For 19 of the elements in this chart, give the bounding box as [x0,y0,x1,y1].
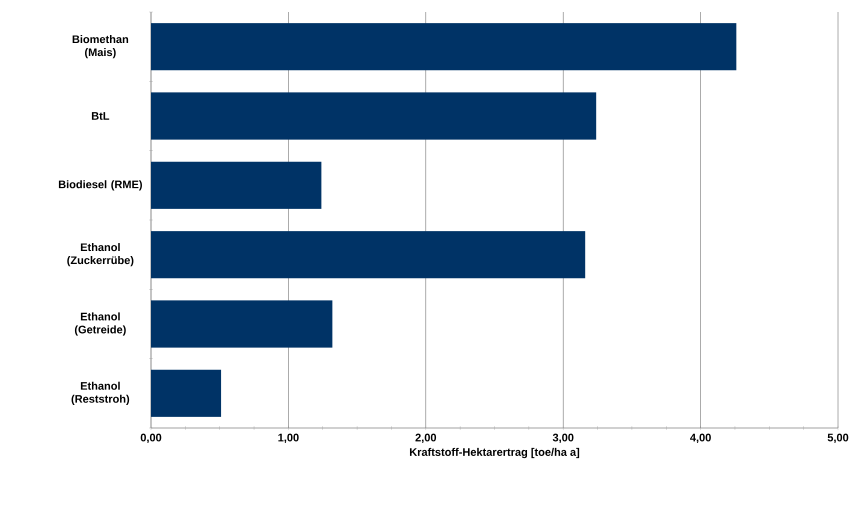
x-tick-label: 1,00 [278,434,299,444]
bar [151,300,332,348]
y-tick-label: Ethanol (Reststroh) [72,382,130,405]
y-tick-label: Biodiesel (RME) [58,180,142,190]
x-tick-label: 2,00 [415,434,436,444]
y-tick-label: BtL [92,112,110,120]
x-axis-title: Kraftstoff-Hektarertrag [toe/ha a] [410,448,580,458]
bar [151,92,596,140]
bar [151,370,222,417]
x-tick-label: 4,00 [690,434,711,444]
bar [151,162,322,209]
x-tick-label: 3,00 [552,434,574,444]
x-tick-label: 0,00 [140,434,162,444]
x-tick-label: 5,00 [828,434,848,444]
bar [151,231,586,278]
y-tick-label: Biomethan (Mais) [72,35,128,58]
y-tick-label: Ethanol (Getreide) [74,312,126,336]
bar [151,23,736,70]
y-tick-label: Ethanol (Zuckerrübe) [67,243,134,266]
